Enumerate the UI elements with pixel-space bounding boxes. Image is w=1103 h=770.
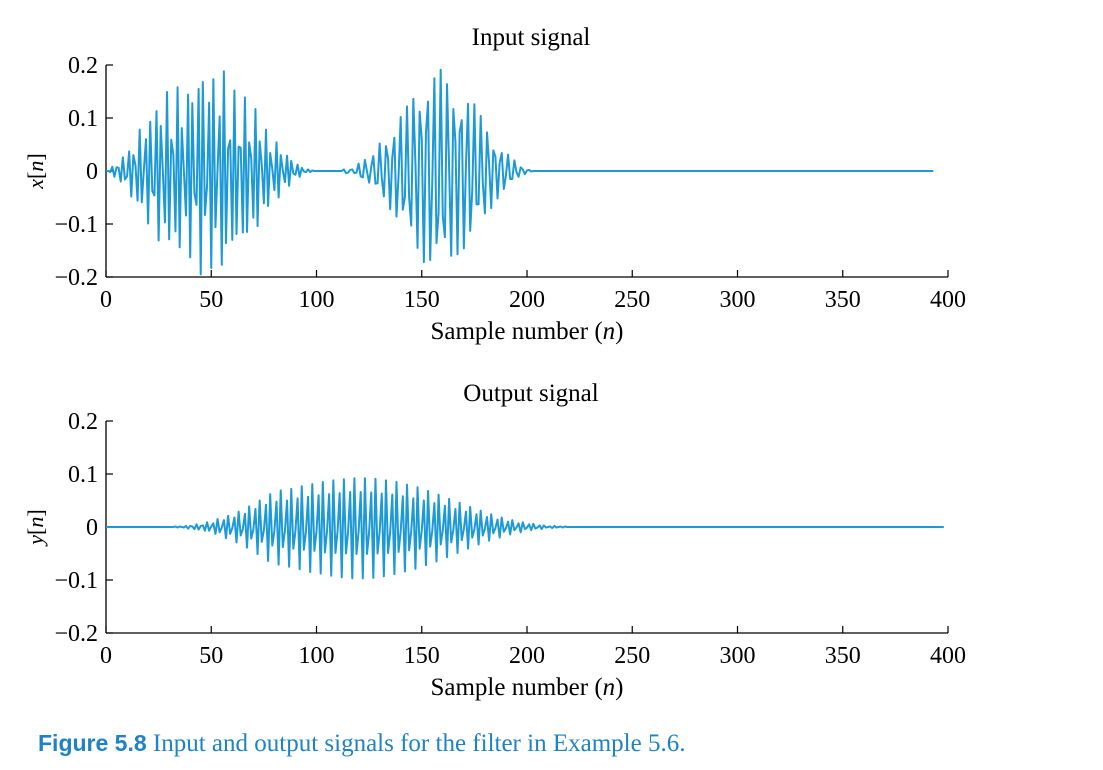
output-y-axis-label: y[n] bbox=[23, 509, 48, 546]
output-x-tick-label: 400 bbox=[930, 643, 966, 669]
output-x-tick-label: 350 bbox=[825, 643, 861, 669]
input-x-tick-label: 400 bbox=[930, 287, 966, 313]
output-y-tick-label: 0.2 bbox=[68, 409, 98, 435]
output-x-tick-label: 250 bbox=[614, 643, 650, 669]
input-y-tick-label: −0.2 bbox=[54, 265, 98, 291]
caption-label: Figure 5.8 bbox=[38, 730, 147, 756]
output-x-tick-label: 150 bbox=[404, 643, 440, 669]
figure-caption: Figure 5.8 Input and output signals for … bbox=[38, 730, 685, 758]
output-y-tick-label: 0.1 bbox=[68, 462, 98, 488]
input-x-tick-label: 350 bbox=[825, 287, 861, 313]
output-signal-line bbox=[106, 477, 944, 580]
output-x-tick-label: 0 bbox=[100, 643, 112, 669]
output-x-tick-label: 100 bbox=[299, 643, 335, 669]
output-x-axis-label: Sample number (n) bbox=[430, 674, 623, 701]
input-x-tick-label: 150 bbox=[404, 287, 440, 313]
output-signal-panel: 0 50 100 150 200 250 300 350 400 0.2 0.1 0 −0.1 −0.2 O… bbox=[23, 380, 966, 701]
output-y-tick-label: 0 bbox=[86, 515, 98, 541]
input-y-tick-label: 0 bbox=[86, 159, 98, 185]
input-x-tick-label: 50 bbox=[199, 287, 223, 313]
output-y-tick-label: −0.2 bbox=[54, 621, 98, 647]
output-x-tick-label: 300 bbox=[720, 643, 756, 669]
input-y-axis-label: x[n] bbox=[23, 153, 48, 189]
input-x-tick-label: 100 bbox=[299, 287, 335, 313]
output-chart-title: Output signal bbox=[463, 380, 598, 407]
output-y-tick-label: −0.1 bbox=[54, 568, 98, 594]
caption-text: Input and output signals for the filter … bbox=[152, 730, 686, 757]
input-x-tick-label: 0 bbox=[100, 287, 112, 313]
output-x-tick-label: 200 bbox=[509, 643, 545, 669]
input-x-tick-label: 300 bbox=[720, 287, 756, 313]
input-x-tick-label: 250 bbox=[614, 287, 650, 313]
input-signal-panel: 0 50 100 150 200 250 300 350 400 0.2 0.1 0 −0.1 −0.2 I… bbox=[23, 24, 966, 345]
input-chart-title: Input signal bbox=[472, 24, 591, 51]
output-x-tick-label: 50 bbox=[199, 643, 223, 669]
input-y-tick-label: 0.2 bbox=[68, 53, 98, 79]
input-y-tick-label: −0.1 bbox=[54, 212, 98, 238]
input-x-axis-label: Sample number (n) bbox=[430, 318, 623, 345]
input-y-tick-label: 0.1 bbox=[68, 106, 98, 132]
input-signal-line bbox=[106, 68, 934, 276]
input-x-tick-label: 200 bbox=[509, 287, 545, 313]
